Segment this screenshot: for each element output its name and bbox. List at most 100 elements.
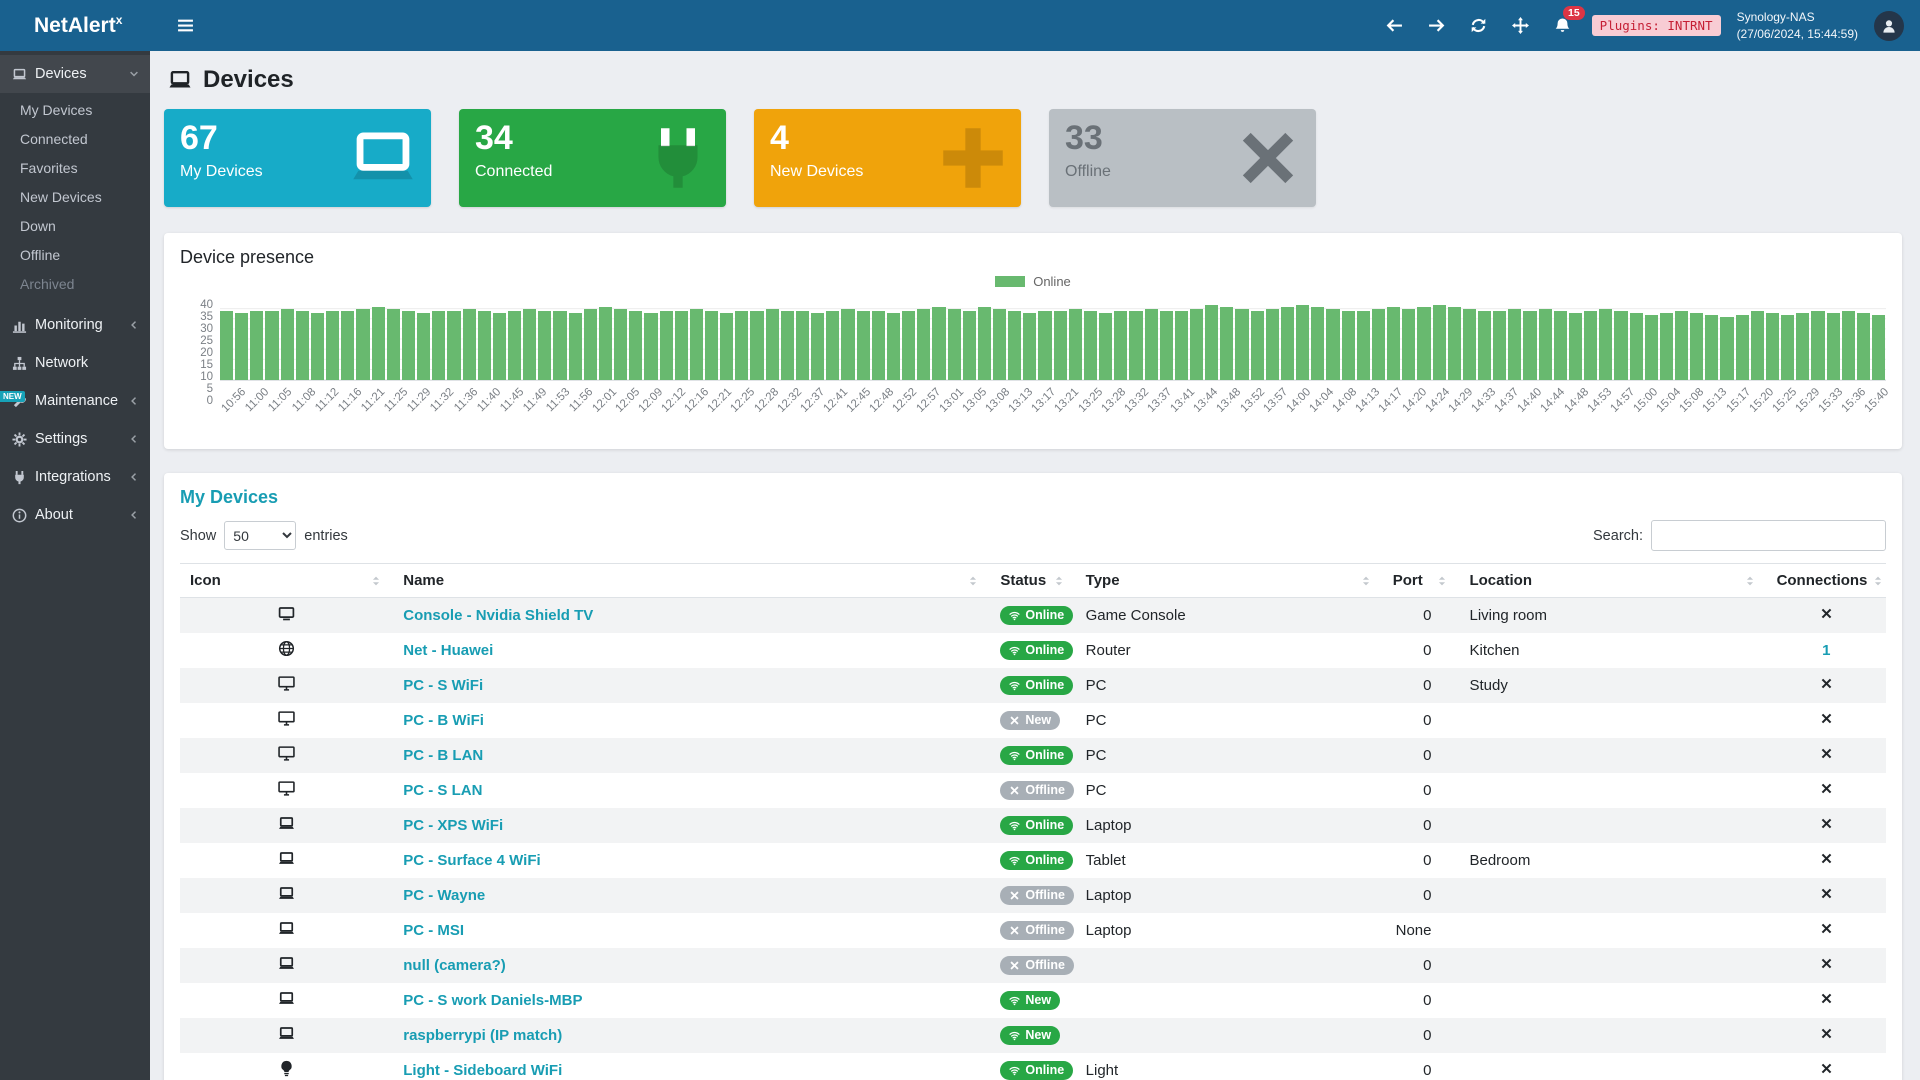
column-header-location[interactable]: Location (1459, 563, 1767, 598)
cell-port: 0 (1423, 992, 1432, 1009)
sidebar-item-about[interactable]: About (0, 496, 150, 534)
device-name-link[interactable]: PC - S WiFi (403, 677, 484, 694)
sidebar-item-offline[interactable]: Offline (20, 246, 61, 263)
refresh-icon[interactable] (1466, 13, 1492, 39)
legend-swatch (995, 276, 1026, 287)
device-name-link[interactable]: Console - Nvidia Shield TV (403, 607, 594, 624)
x-tick: 12:16 (683, 381, 712, 435)
chart-bar (1250, 311, 1264, 380)
status-badge-label: Online (1025, 607, 1065, 622)
stat-card-offline[interactable]: 33 Offline (1049, 109, 1316, 207)
chart-bar (780, 311, 794, 380)
user-avatar[interactable] (1874, 10, 1904, 41)
device-name-link[interactable]: PC - S work Daniels-MBP (403, 992, 583, 1009)
device-row: PC - B WiFi New PC 0 (180, 703, 1886, 738)
sidebar-item-my-devices[interactable]: My Devices (20, 101, 93, 118)
chart-bar (568, 313, 582, 380)
nav-forward-icon[interactable] (1424, 13, 1450, 39)
device-name-link[interactable]: PC - Wayne (403, 887, 486, 904)
sidebar-item-favorites[interactable]: Favorites (20, 159, 78, 176)
chart-bar (401, 311, 416, 380)
x-tick: 12:52 (891, 381, 920, 435)
y-tick-label: 10 (200, 371, 213, 383)
x-tick: 14:44 (1539, 381, 1568, 435)
cell-port: 0 (1423, 607, 1432, 624)
sidebar-item-connected[interactable]: Connected (20, 130, 88, 147)
sidebar-item-new-devices[interactable]: New Devices (20, 188, 102, 205)
column-header-status[interactable]: Status (990, 563, 1076, 598)
x-tick: 11:29 (405, 381, 434, 435)
column-header-port[interactable]: Port (1382, 563, 1460, 598)
stat-card-new-devices[interactable]: 4 New Devices (754, 109, 1021, 207)
chart-bar (1493, 311, 1507, 380)
search-input[interactable] (1651, 520, 1886, 551)
column-header-icon[interactable]: Icon (180, 563, 394, 598)
brand-text: NetAlert (34, 14, 116, 37)
device-row: PC - S LAN Offline PC 0 (180, 773, 1886, 808)
connections-count-link[interactable]: 1 (1822, 642, 1831, 659)
plugins-status-badge[interactable]: Plugins: INTRNT (1591, 15, 1721, 36)
sidebar-item-integrations[interactable]: Integrations (0, 458, 150, 496)
chart-bar (1796, 313, 1810, 380)
column-header-type[interactable]: Type (1075, 563, 1383, 598)
x-tick: 15:17 (1724, 381, 1753, 435)
x-tick: 12:01 (590, 381, 619, 435)
stat-value: 67 (180, 119, 218, 157)
device-name-link[interactable]: PC - MSI (403, 922, 465, 939)
sort-icon (1743, 574, 1757, 588)
x-tick: 13:48 (1215, 381, 1244, 435)
sidebar-item-settings[interactable]: Settings (0, 420, 150, 458)
column-header-label: Port (1392, 572, 1423, 589)
chart-bar (1417, 307, 1431, 380)
laptop-icon (278, 885, 295, 902)
chart-bar (674, 311, 688, 380)
hamburger-menu-icon[interactable] (172, 13, 198, 39)
chart-bar (386, 309, 400, 380)
device-name-link[interactable]: PC - B WiFi (403, 712, 484, 729)
stat-card-connected[interactable]: 34 Connected (459, 109, 726, 207)
sidebar-item-devices[interactable]: Devices (0, 55, 150, 93)
device-name-link[interactable]: null (camera?) (403, 957, 506, 974)
notifications-bell-icon[interactable]: 15 (1550, 5, 1585, 39)
sidebar-menu: Devices My Devices Connected Favorites New D… (0, 55, 150, 534)
wifi-icon (1009, 1065, 1020, 1076)
device-name-link[interactable]: PC - S LAN (403, 782, 483, 799)
chart-y-axis: 40 35 30 25 20 15 10 5 0 (180, 299, 220, 407)
stat-card-my-devices[interactable]: 67 My Devices (164, 109, 431, 207)
chart-bar (1781, 315, 1795, 380)
device-name-link[interactable]: Net - Huawei (403, 642, 494, 659)
chart-bar (1008, 311, 1022, 380)
device-name-link[interactable]: PC - Surface 4 WiFi (403, 852, 541, 869)
sidebar-item-monitoring[interactable]: Monitoring (0, 306, 150, 344)
nav-back-icon[interactable] (1382, 13, 1408, 39)
page-length-select[interactable]: 50 (224, 521, 297, 550)
sidebar-item-maintenance[interactable]: NEW Maintenance (0, 382, 150, 420)
table-header-row: Icon Name Status Type Port Location Connection… (180, 563, 1886, 598)
cell-connections (1767, 913, 1886, 948)
times-icon (1820, 1062, 1833, 1075)
sidebar-item-down[interactable]: Down (20, 217, 56, 234)
sidebar-item-archived[interactable]: Archived (20, 275, 75, 292)
chart-bar (1826, 313, 1840, 380)
chart-bar (1083, 311, 1098, 380)
status-badge: Offline (1000, 780, 1074, 801)
sidebar-item-label: Monitoring (35, 317, 103, 333)
device-name-link[interactable]: PC - XPS WiFi (403, 817, 504, 834)
column-header-connections[interactable]: Connections (1766, 563, 1886, 598)
chart-bar (583, 309, 597, 380)
status-badge: Offline (1000, 885, 1074, 906)
brand-logo[interactable]: NetAlertx (0, 13, 150, 38)
chart-bar (356, 309, 370, 380)
column-header-name[interactable]: Name (393, 563, 991, 598)
device-name-link[interactable]: PC - B LAN (403, 747, 484, 764)
chart-bar (705, 311, 719, 380)
laptop-icon (12, 67, 27, 82)
device-name-link[interactable]: Light - Sideboard WiFi (403, 1062, 563, 1079)
y-tick-label: 40 (200, 299, 213, 311)
chart-bar (295, 311, 309, 380)
move-arrows-icon[interactable] (1508, 13, 1534, 39)
device-name-link[interactable]: raspberrypi (IP match) (403, 1027, 563, 1044)
status-badge-label: Online (1025, 677, 1065, 692)
times-icon (1820, 922, 1833, 935)
sidebar-item-network[interactable]: Network (0, 344, 150, 382)
